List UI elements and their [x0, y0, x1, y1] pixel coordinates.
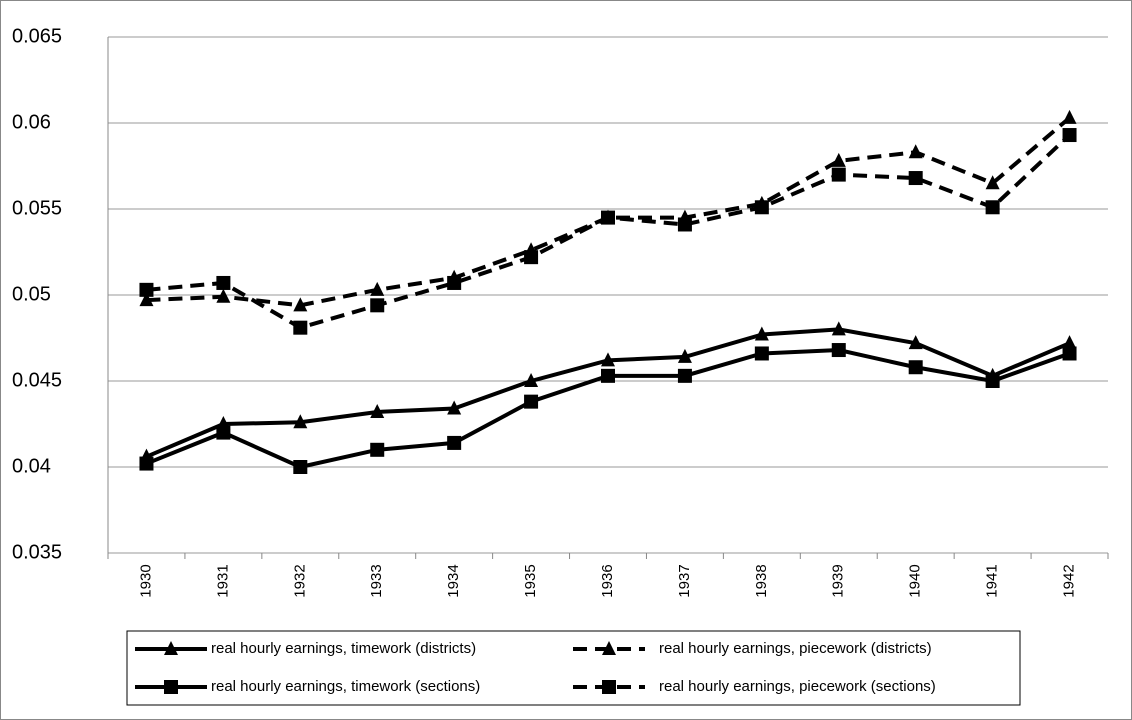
marker — [754, 200, 769, 215]
marker — [164, 641, 178, 655]
marker — [908, 335, 923, 350]
marker — [216, 288, 231, 303]
marker — [677, 348, 692, 363]
marker — [370, 281, 385, 296]
marker — [754, 346, 769, 361]
y-tick-label: 0.065 — [12, 25, 62, 47]
marker — [370, 442, 385, 457]
marker — [831, 321, 846, 336]
marker — [831, 343, 846, 358]
x-tick-label: 1942 — [1061, 564, 1078, 597]
x-tick-label: 1933 — [368, 564, 385, 597]
marker — [601, 210, 615, 225]
marker — [524, 373, 539, 387]
marker — [139, 456, 154, 471]
marker — [985, 200, 1000, 215]
x-tick-label: 1938 — [753, 564, 770, 597]
marker — [139, 292, 154, 307]
marker — [164, 680, 178, 694]
marker — [601, 368, 615, 383]
marker — [216, 275, 231, 290]
x-tick-label: 1941 — [984, 564, 1001, 597]
x-tick-label: 1937 — [676, 564, 693, 597]
marker — [754, 326, 769, 341]
marker — [908, 360, 923, 375]
x-tick-label: 1932 — [291, 564, 308, 597]
x-tick-label: 1940 — [907, 564, 924, 597]
x-tick-label: 1930 — [137, 564, 154, 597]
marker — [216, 425, 231, 440]
y-tick-label: 0.045 — [12, 369, 62, 391]
marker — [293, 320, 308, 335]
marker — [677, 368, 692, 383]
marker — [1062, 128, 1077, 143]
legend-label: real hourly earnings, piecework (section… — [659, 678, 936, 695]
marker — [601, 352, 615, 367]
marker — [293, 414, 308, 429]
y-tick-label: 0.05 — [12, 283, 51, 305]
marker — [985, 374, 1000, 388]
marker — [293, 460, 308, 474]
marker — [1062, 346, 1077, 361]
y-tick-label: 0.06 — [12, 111, 51, 133]
marker — [447, 275, 462, 290]
marker — [370, 298, 385, 313]
x-tick-label: 1939 — [830, 564, 847, 597]
marker — [524, 250, 539, 265]
y-tick-label: 0.035 — [12, 541, 62, 563]
marker — [447, 435, 462, 450]
marker — [1062, 335, 1077, 350]
y-tick-label: 0.055 — [12, 197, 62, 219]
marker — [1062, 109, 1077, 124]
legend-label: real hourly earnings, timework (sections… — [211, 678, 480, 695]
marker — [677, 217, 692, 232]
marker — [831, 152, 846, 167]
legend-box — [126, 630, 1021, 706]
x-tick-label: 1934 — [445, 564, 462, 597]
marker — [602, 680, 616, 694]
legend-label: real hourly earnings, timework (district… — [211, 640, 476, 657]
legend-label: real hourly earnings, piecework (distric… — [659, 640, 932, 657]
marker — [908, 144, 923, 159]
x-tick-label: 1931 — [214, 564, 231, 597]
marker — [447, 400, 462, 415]
marker — [524, 394, 539, 409]
marker — [908, 171, 923, 186]
marker — [370, 403, 385, 418]
marker — [139, 282, 154, 297]
marker — [985, 175, 1000, 190]
marker — [602, 641, 616, 655]
x-tick-label: 1936 — [599, 564, 616, 597]
marker — [293, 297, 308, 312]
marker — [831, 167, 846, 182]
y-tick-label: 0.04 — [12, 455, 51, 477]
x-tick-label: 1935 — [522, 564, 539, 597]
